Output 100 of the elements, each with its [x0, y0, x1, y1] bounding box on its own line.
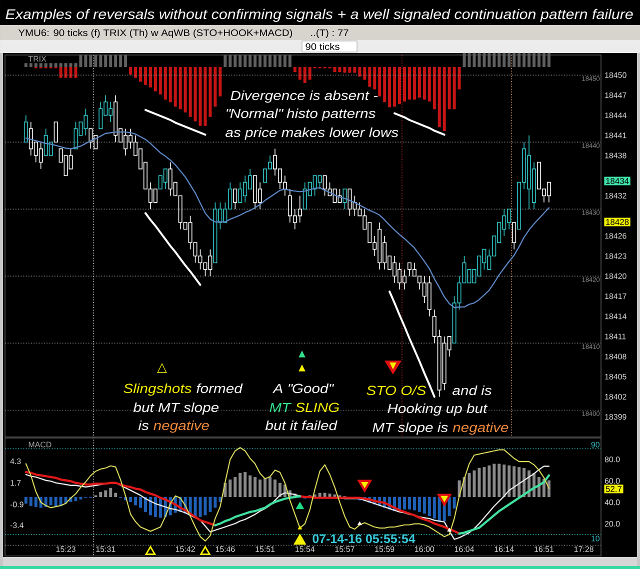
bar: [188, 66, 192, 117]
bar: [228, 480, 232, 497]
bar: [448, 496, 451, 516]
bar: [412, 66, 416, 100]
annotation: as price makes lower lows: [226, 127, 398, 140]
bar: [238, 472, 242, 497]
bar: [59, 66, 62, 78]
bar: [547, 480, 550, 497]
bar: [388, 66, 392, 108]
annotation: "Normal" histo patterns: [226, 108, 376, 121]
annotation: Slingshots: [124, 383, 192, 396]
candlestick: [24, 114, 28, 143]
annotation: STO O/S: [366, 385, 426, 396]
annotation: A "Good": [272, 383, 334, 394]
annotation: negative: [452, 422, 508, 435]
bar: [508, 465, 511, 497]
bar: [178, 66, 182, 110]
bar: [164, 66, 167, 100]
bar: [438, 66, 441, 128]
annotation: Divergence is absent -: [230, 90, 378, 103]
bar: [442, 66, 446, 131]
bar: [134, 66, 138, 78]
bar: [29, 496, 32, 506]
text: 52.7: [606, 486, 622, 492]
bar: [432, 66, 436, 110]
bar: [448, 66, 451, 110]
bar: [154, 66, 157, 92]
bar: [154, 496, 157, 517]
bar: [59, 63, 62, 67]
point: [447, 528, 452, 532]
annotation: ▲: [298, 364, 306, 372]
annotation: and is: [452, 385, 492, 396]
bar: [44, 63, 48, 67]
bar: [49, 63, 52, 67]
annotation: MT: [270, 402, 292, 412]
bar: [218, 66, 222, 96]
annotation: negative: [154, 420, 209, 433]
annotation: ▲: [298, 350, 306, 358]
bar: [353, 66, 356, 73]
bar: [293, 66, 296, 72]
annotation: is: [138, 420, 149, 430]
bar: [214, 496, 217, 508]
bar: [54, 63, 58, 67]
bar: [194, 66, 197, 122]
chart-subtitle: YMU6: 90 ticks (f) TRIX (Th) w AqWB (STO+HOOK+MACD): [18, 29, 292, 38]
bar: [478, 468, 481, 497]
bar: [148, 496, 152, 516]
bar: [49, 496, 52, 506]
candlestick: [233, 188, 238, 210]
bar: [428, 496, 431, 516]
text: 90 ticks: [306, 43, 340, 50]
bar: [373, 66, 376, 90]
annotation: but it failed: [265, 420, 338, 430]
bar: [418, 496, 421, 512]
bar: [254, 477, 257, 497]
bar: [104, 490, 108, 497]
candlestick: [54, 122, 58, 143]
bar: [518, 467, 521, 497]
bar: [264, 478, 267, 497]
bar: [24, 496, 28, 504]
bar: [488, 465, 491, 497]
bar: [34, 496, 38, 507]
bar: [129, 66, 132, 75]
annotation: Hooking up but: [388, 403, 488, 416]
annotation: formed: [196, 383, 243, 394]
bar: [194, 496, 197, 518]
bar: [64, 66, 68, 78]
bar: [452, 66, 456, 110]
bar: [79, 496, 82, 500]
candlestick: [342, 188, 347, 210]
bar: [134, 496, 138, 506]
annotation: ▼: [390, 362, 396, 370]
bar: [99, 492, 102, 497]
bar: [492, 464, 496, 497]
bar: [174, 66, 177, 107]
bar: [422, 496, 426, 514]
candlestick: [512, 222, 516, 250]
point: [438, 494, 452, 506]
annotation: MT slope is: [372, 422, 448, 435]
bar: [248, 475, 252, 497]
bar: [482, 467, 486, 497]
bar: [139, 66, 142, 82]
bar: [184, 66, 187, 112]
annotation: △: [157, 363, 167, 373]
text: 18428: [606, 218, 629, 225]
bar: [273, 480, 276, 497]
bar: [502, 464, 506, 497]
bar: [512, 466, 516, 497]
bar: [343, 66, 346, 73]
bar: [268, 477, 272, 497]
bar: [348, 66, 352, 73]
bar: [358, 66, 362, 77]
bar: [403, 66, 406, 102]
bar: [144, 496, 147, 512]
bar: [29, 63, 32, 67]
bar: [198, 66, 202, 126]
bar: [412, 496, 416, 510]
bar: [109, 488, 112, 497]
bar: [198, 496, 202, 517]
annotation: SLING: [295, 402, 340, 412]
